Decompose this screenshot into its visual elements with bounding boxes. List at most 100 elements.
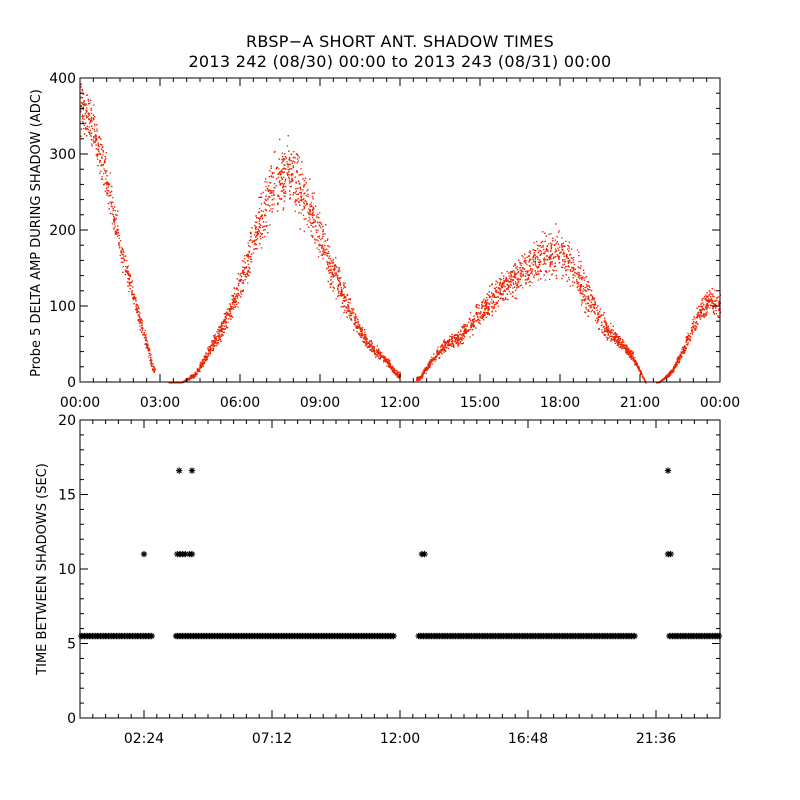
top-data-point: [686, 337, 688, 339]
top-data-point: [521, 255, 523, 257]
top-data-point: [595, 307, 598, 309]
top-data-point: [242, 271, 244, 273]
top-data-point: [298, 174, 300, 176]
top-data-point: [222, 331, 224, 333]
top-data-point: [303, 193, 305, 195]
top-data-point: [672, 371, 674, 374]
top-data-point: [283, 183, 285, 185]
top-data-point: [208, 355, 210, 357]
top-data-point: [472, 324, 474, 326]
top-data-point: [511, 279, 513, 281]
top-data-point: [330, 283, 332, 285]
top-data-point: [604, 334, 606, 336]
top-data-point: [317, 229, 319, 231]
top-data-point: [295, 199, 297, 201]
top-data-point: [683, 352, 685, 354]
top-data-point: [215, 344, 218, 347]
top-data-point: [569, 253, 572, 256]
top-data-point: [368, 340, 371, 342]
top-data-point: [213, 335, 215, 337]
top-data-point: [593, 306, 595, 309]
top-data-point: [572, 277, 574, 279]
top-data-point: [562, 264, 564, 266]
top-data-point: [139, 321, 141, 323]
top-data-point: [118, 242, 120, 244]
top-data-point: [493, 301, 495, 304]
top-data-point: [557, 256, 560, 258]
top-data-point: [524, 259, 526, 261]
top-data-point: [685, 336, 687, 338]
top-data-point: [464, 324, 466, 326]
top-data-point: [109, 212, 112, 215]
top-data-point: [573, 256, 575, 259]
top-data-point: [428, 364, 430, 366]
top-data-point: [687, 336, 689, 338]
top-data-point: [147, 348, 149, 350]
top-data-point: [584, 298, 586, 300]
top-data-point: [449, 340, 451, 342]
top-data-point: [244, 274, 246, 276]
top-data-point: [349, 299, 352, 301]
top-data-point: [385, 361, 387, 363]
top-data-point: [147, 344, 149, 346]
top-data-point: [236, 295, 238, 297]
top-data-point: [297, 155, 299, 157]
top-data-point: [506, 298, 509, 300]
top-data-point: [681, 348, 683, 350]
top-data-point: [717, 296, 720, 298]
top-data-point: [463, 324, 465, 326]
top-data-point: [251, 240, 253, 242]
top-data-point: [270, 165, 272, 167]
top-data-point: [118, 243, 120, 246]
top-data-point: [300, 191, 302, 194]
top-data-point: [534, 256, 537, 259]
top-data-point: [355, 325, 357, 327]
top-data-point: [582, 277, 584, 279]
top-data-point: [277, 173, 279, 175]
top-data-point: [328, 246, 331, 248]
top-data-point: [694, 324, 696, 327]
top-data-point: [333, 275, 335, 277]
top-data-point: [544, 250, 546, 253]
top-data-point: [525, 282, 527, 284]
top-data-point: [586, 285, 589, 287]
top-data-point: [463, 338, 465, 340]
top-data-point: [80, 86, 82, 88]
top-data-point: [370, 341, 373, 344]
top-data-point: [94, 125, 96, 127]
top-data-point: [311, 205, 313, 207]
top-data-point: [246, 272, 248, 274]
top-data-point: [131, 280, 134, 282]
top-data-point: [504, 289, 506, 291]
top-data-point: [470, 324, 473, 326]
top-data-point: [253, 248, 255, 250]
top-data-point: [533, 241, 535, 244]
top-data-point: [364, 331, 366, 333]
top-data-point: [490, 306, 493, 308]
top-data-point: [249, 258, 251, 260]
top-data-point: [101, 144, 103, 146]
top-data-point: [568, 278, 570, 281]
top-data-point: [524, 275, 527, 277]
top-data-point: [106, 194, 108, 196]
top-data-point: [616, 344, 618, 346]
top-data-point: [472, 322, 474, 325]
top-data-point: [221, 327, 223, 329]
top-data-point: [713, 310, 715, 312]
top-data-point: [539, 259, 541, 261]
top-data-point: [208, 352, 210, 354]
top-data-point: [615, 332, 617, 335]
top-data-point: [526, 270, 528, 272]
top-data-point: [294, 201, 296, 204]
top-data-point: [478, 307, 480, 309]
top-data-point: [250, 253, 253, 255]
top-data-point: [238, 294, 240, 297]
top-data-point: [300, 197, 302, 199]
top-data-point: [589, 307, 591, 309]
top-data-point: [548, 270, 550, 272]
top-data-point: [529, 258, 531, 260]
top-data-point: [444, 341, 446, 343]
top-data-point: [436, 355, 438, 357]
top-data-point: [477, 321, 480, 323]
top-data-point: [551, 261, 553, 263]
